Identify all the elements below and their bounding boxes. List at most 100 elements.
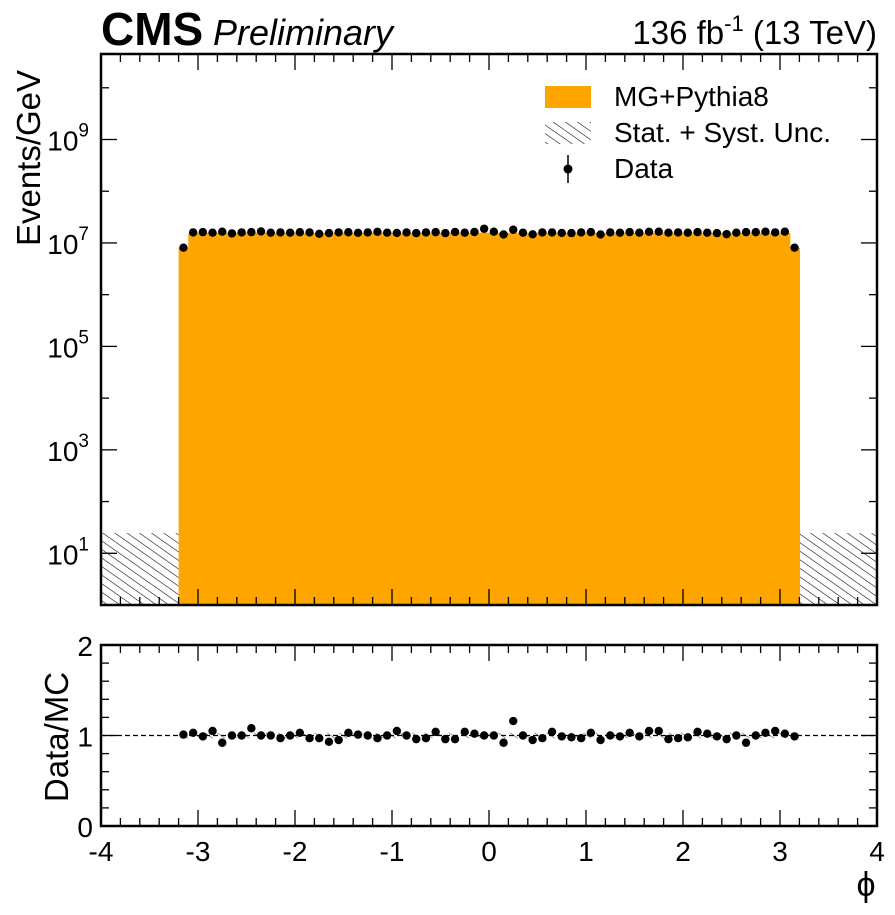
mc-bar (450, 232, 461, 605)
data-point (227, 229, 237, 238)
ratio-point (635, 732, 644, 741)
data-point (606, 228, 615, 237)
data-point (431, 227, 440, 237)
ratio-point (460, 727, 469, 737)
y-tick-base: 10 (47, 332, 78, 363)
mc-bar (198, 232, 209, 605)
unc-band-left (101, 533, 179, 605)
data-point (237, 228, 246, 237)
mc-bar (188, 233, 199, 605)
ratio-point (780, 729, 790, 738)
ratio-point (499, 738, 508, 747)
ratio-point (790, 732, 799, 741)
data-point (285, 228, 295, 237)
y-tick-base: 10 (47, 229, 78, 260)
mc-bar (789, 247, 800, 605)
mc-bar (721, 232, 733, 605)
legend-unc-swatch (545, 122, 591, 144)
data-point (188, 228, 198, 237)
data-point (780, 227, 790, 236)
ratio-panel: 0 1 2 -4 -3 -2 -1 0 1 2 3 4 Data/MC ϕ (38, 631, 885, 904)
ratio-point (625, 728, 634, 737)
legend-unc-label: Stat. + Syst. Unc. (614, 117, 831, 148)
ratio-point (218, 738, 227, 747)
ratio-point (363, 731, 372, 740)
mc-bar (285, 232, 296, 605)
ratio-point (683, 733, 693, 742)
luminosity-value: 136 fb (632, 14, 724, 51)
data-point (412, 228, 421, 238)
ratio-point (198, 732, 208, 741)
y-tick-base: 10 (47, 126, 78, 157)
ratio-point (373, 734, 382, 743)
ratio-point (761, 728, 770, 737)
ratio-point (586, 728, 596, 737)
ratio-point (528, 735, 537, 745)
data-point (344, 228, 353, 237)
mc-bar (595, 232, 606, 605)
mc-bar (236, 232, 248, 605)
mc-bar (644, 232, 655, 605)
legend: MG+Pythia8 Stat. + Syst. Unc. Data (545, 81, 831, 184)
x-tick-label: -4 (89, 836, 114, 867)
luminosity-exponent: -1 (724, 11, 744, 36)
ratio-point (285, 731, 295, 740)
ratio-point (693, 727, 702, 737)
ratio-y-tick-label: 2 (77, 631, 93, 662)
data-point (615, 228, 625, 237)
y-tick-label: 105 (47, 327, 89, 363)
mc-bar (353, 232, 364, 605)
data-point (382, 228, 392, 237)
x-tick-label: -3 (186, 836, 211, 867)
mc-bar (576, 232, 587, 605)
mc-bar (265, 232, 277, 605)
ratio-point (567, 733, 576, 742)
data-point (722, 229, 731, 239)
ratio-point (644, 726, 654, 736)
y-tick-exponent: 7 (78, 224, 89, 245)
data-point (654, 227, 663, 236)
mc-bar (624, 232, 636, 605)
data-point (256, 227, 266, 236)
mc-bar (615, 232, 626, 605)
ratio-point (732, 731, 741, 740)
mc-bar (421, 232, 432, 605)
ratio-y-tick-label: 1 (77, 722, 93, 753)
y-tick-exponent: 5 (78, 327, 89, 348)
data-point (547, 228, 557, 237)
data-point (586, 227, 596, 237)
x-tick-label: 0 (481, 836, 497, 867)
mc-bar (683, 232, 694, 605)
ratio-point (441, 734, 450, 744)
mc-bar (207, 232, 218, 605)
ratio-point (547, 727, 557, 737)
data-point (732, 228, 741, 237)
data-point (567, 228, 576, 238)
ratio-axis-ticks: 0 1 2 -4 -3 -2 -1 0 1 2 3 4 (77, 631, 884, 867)
data-point (509, 225, 518, 234)
mc-bar (324, 232, 335, 605)
data-point (693, 227, 702, 237)
mc-bar (440, 232, 451, 605)
data-point (421, 228, 431, 237)
y-tick-label: 101 (47, 534, 89, 570)
luminosity-label: 136 fb-1 (13 TeV) (632, 11, 877, 51)
mc-bar (547, 232, 558, 605)
ratio-frame (99, 643, 879, 828)
unc-band-right (799, 533, 877, 605)
mc-bar (246, 232, 257, 605)
data-point (218, 227, 227, 236)
data-point (557, 228, 566, 238)
ratio-point (722, 734, 731, 744)
data-point (324, 228, 334, 238)
mc-bar (362, 232, 374, 605)
data-point (538, 228, 547, 237)
mc-bar (256, 232, 267, 605)
ratio-point (402, 731, 411, 740)
ratio-point (470, 729, 479, 738)
mc-bar (586, 232, 597, 605)
legend-mc-swatch (545, 86, 591, 108)
legend-mc-label: MG+Pythia8 (614, 81, 769, 112)
